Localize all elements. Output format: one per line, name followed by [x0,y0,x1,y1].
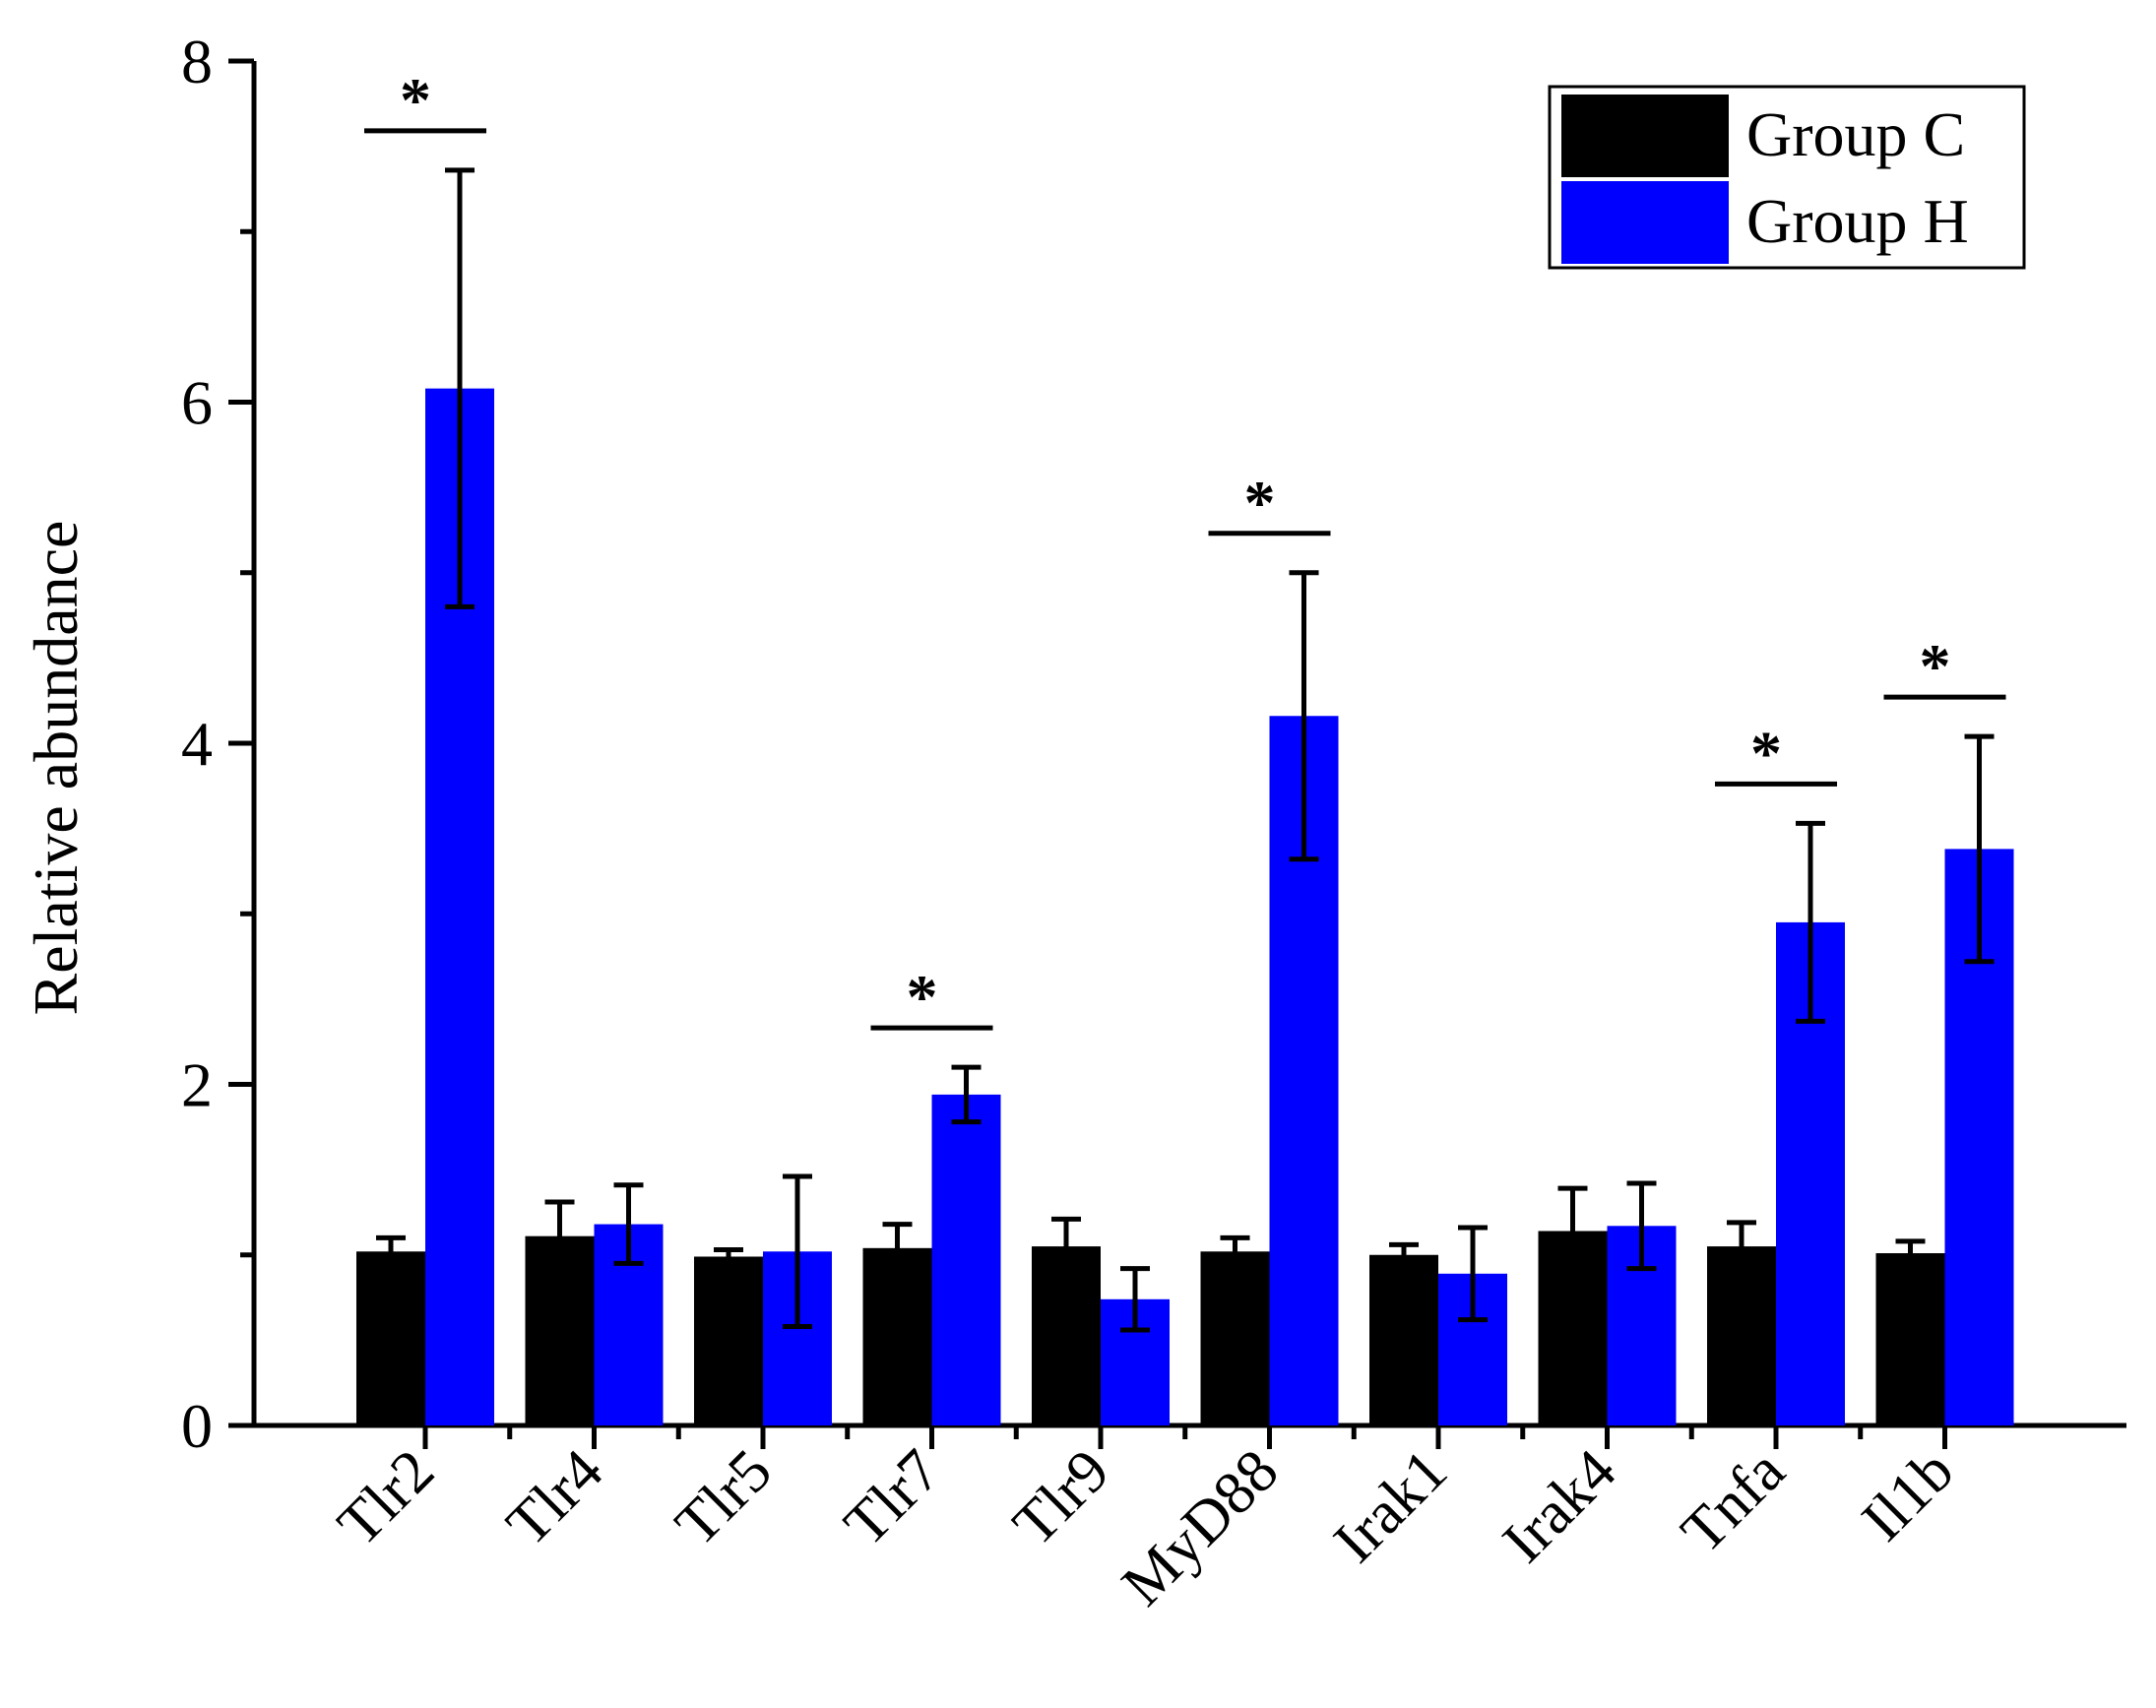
y-axis: 0 2 4 6 8 [181,27,257,1461]
legend-label: Group H [1746,186,1969,256]
bar-group-c-il1b [1875,1253,1945,1425]
y-tick-label: 6 [181,368,213,438]
x-tick-label: Tlr7 [832,1437,954,1559]
bar-group-c-myd88 [1200,1251,1270,1425]
y-tick-label: 4 [181,709,213,779]
legend-swatch-group-c [1561,95,1729,177]
bar-group-c-tlr5 [694,1256,763,1425]
legend-swatch-group-h [1561,181,1729,264]
significance-star: * [400,65,431,135]
x-tick-label: Irak1 [1321,1437,1460,1576]
y-tick-label: 2 [181,1050,213,1120]
bar-group-h-tlr7 [931,1094,1001,1425]
error-bars [376,167,1995,1333]
bar-group-c-tlr2 [356,1251,425,1425]
significance-markers: * * * * * [364,65,2006,1032]
significance-star: * [1244,468,1276,538]
x-tick-label: Il1b [1850,1437,1967,1554]
legend-label: Group C [1746,99,1965,169]
y-tick-label: 8 [181,27,213,96]
significance-star: * [1920,631,1951,701]
legend: Group C Group H [1548,85,2026,270]
x-tick-label: MyD88 [1110,1437,1291,1618]
x-tick-label: Tlr5 [663,1437,785,1559]
bar-group-c-tlr9 [1032,1246,1101,1425]
x-tick-label: Irak4 [1490,1437,1629,1576]
bars [356,388,2014,1425]
bar-group-c-irak1 [1369,1254,1438,1425]
y-axis-label: Relative abundance [21,521,91,1016]
x-tick-label: Tnfa [1669,1437,1798,1566]
significance-star: * [907,962,938,1032]
significance-star: * [1750,718,1782,788]
x-tick-label: Tlr2 [325,1437,447,1559]
x-tick-label: Tlr4 [494,1437,616,1559]
x-tick-label: Tlr9 [1000,1437,1122,1559]
bar-group-c-tnfa [1707,1246,1776,1425]
y-tick-label: 0 [181,1391,213,1461]
bar-group-c-tlr7 [862,1247,932,1425]
